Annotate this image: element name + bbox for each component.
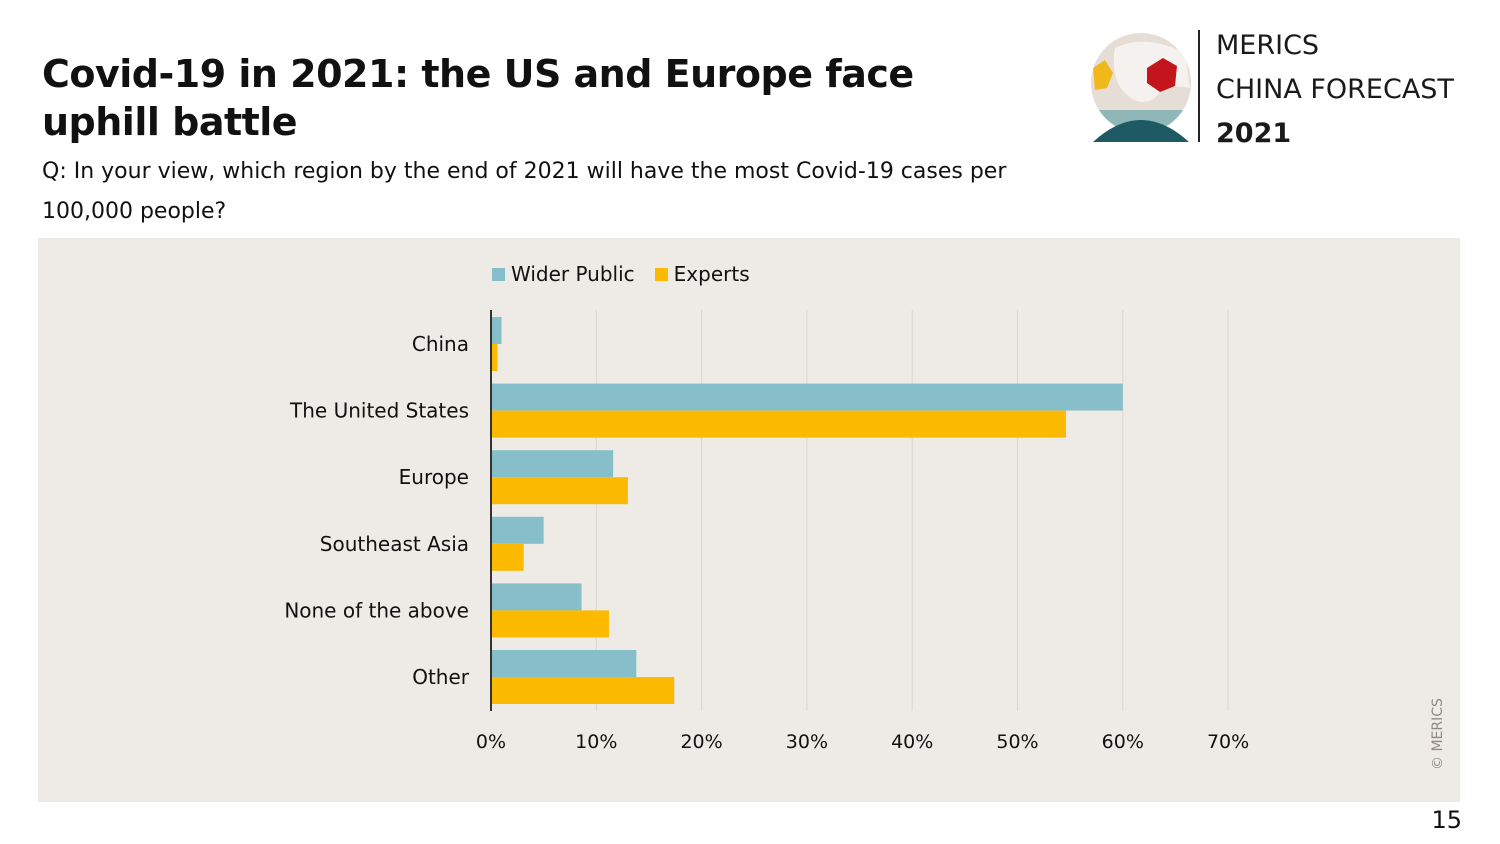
- category-labels: China The United States Europe Southeast As…: [284, 332, 469, 689]
- chart-panel: [38, 238, 1460, 802]
- bar-wider-public-the-united-states: [491, 383, 1123, 411]
- x-tick-label: 10%: [575, 731, 617, 753]
- gridlines: [595, 310, 1229, 711]
- legend-swatch-experts: [654, 267, 668, 281]
- bar-experts-china: [491, 344, 498, 371]
- legend-item-experts: Experts: [654, 262, 750, 286]
- logo-line-2: CHINA FORECAST: [1216, 74, 1454, 105]
- logo-text: MERICS CHINA FORECAST 2021: [1216, 24, 1454, 156]
- chart-legend: Wider Public Experts: [492, 262, 770, 286]
- x-tick-label: 50%: [996, 731, 1038, 753]
- bar-wider-public-southeast-asia: [491, 516, 544, 544]
- x-tick-label: 60%: [1102, 731, 1144, 753]
- bar-experts-europe: [491, 477, 628, 505]
- legend-label-wider-public: Wider Public: [511, 262, 635, 286]
- page-title: Covid-19 in 2021: the US and Europe face…: [42, 52, 914, 144]
- x-axis-tick-labels: 0% 10% 20% 30% 40% 50% 60% 70%: [476, 731, 1249, 753]
- merics-logo: MERICS CHINA FORECAST 2021: [1085, 28, 1475, 149]
- category-label: None of the above: [284, 598, 469, 622]
- bar-wider-public-none-of-the-above: [491, 583, 582, 611]
- chart-subtitle: Q: In your view, which region by the end…: [42, 159, 1007, 224]
- bar-wider-public-other: [491, 650, 637, 677]
- bars: [491, 317, 1123, 704]
- globe-icon: [1091, 33, 1191, 142]
- bar-experts-other: [491, 677, 675, 704]
- x-tick-label: 20%: [680, 731, 722, 753]
- logo-divider: [1198, 30, 1200, 142]
- bar-experts-the-united-states: [491, 410, 1066, 438]
- legend-label-experts: Experts: [673, 262, 750, 286]
- bar-wider-public-europe: [491, 450, 614, 478]
- page-number: 15: [1431, 806, 1462, 834]
- x-tick-label: 40%: [891, 731, 933, 753]
- category-label: Europe: [399, 465, 469, 489]
- x-tick-label: 0%: [476, 731, 506, 753]
- legend-swatch-wider-public: [492, 267, 505, 281]
- bar-wider-public-china: [491, 317, 502, 344]
- logo-line-3: 2021: [1216, 118, 1292, 149]
- logo-line-1: MERICS: [1216, 30, 1320, 61]
- x-tick-label: 30%: [786, 731, 828, 753]
- category-label: Southeast Asia: [320, 532, 469, 556]
- category-label: China: [412, 332, 469, 356]
- legend-item-wider-public: Wider Public: [492, 262, 635, 286]
- category-label: Other: [412, 665, 470, 689]
- bar-experts-none-of-the-above: [491, 610, 609, 638]
- bar-experts-southeast-asia: [491, 543, 524, 571]
- category-label: The United States: [289, 399, 469, 423]
- x-tick-label: 70%: [1207, 731, 1249, 753]
- copyright-text: © MERICS: [1430, 698, 1446, 770]
